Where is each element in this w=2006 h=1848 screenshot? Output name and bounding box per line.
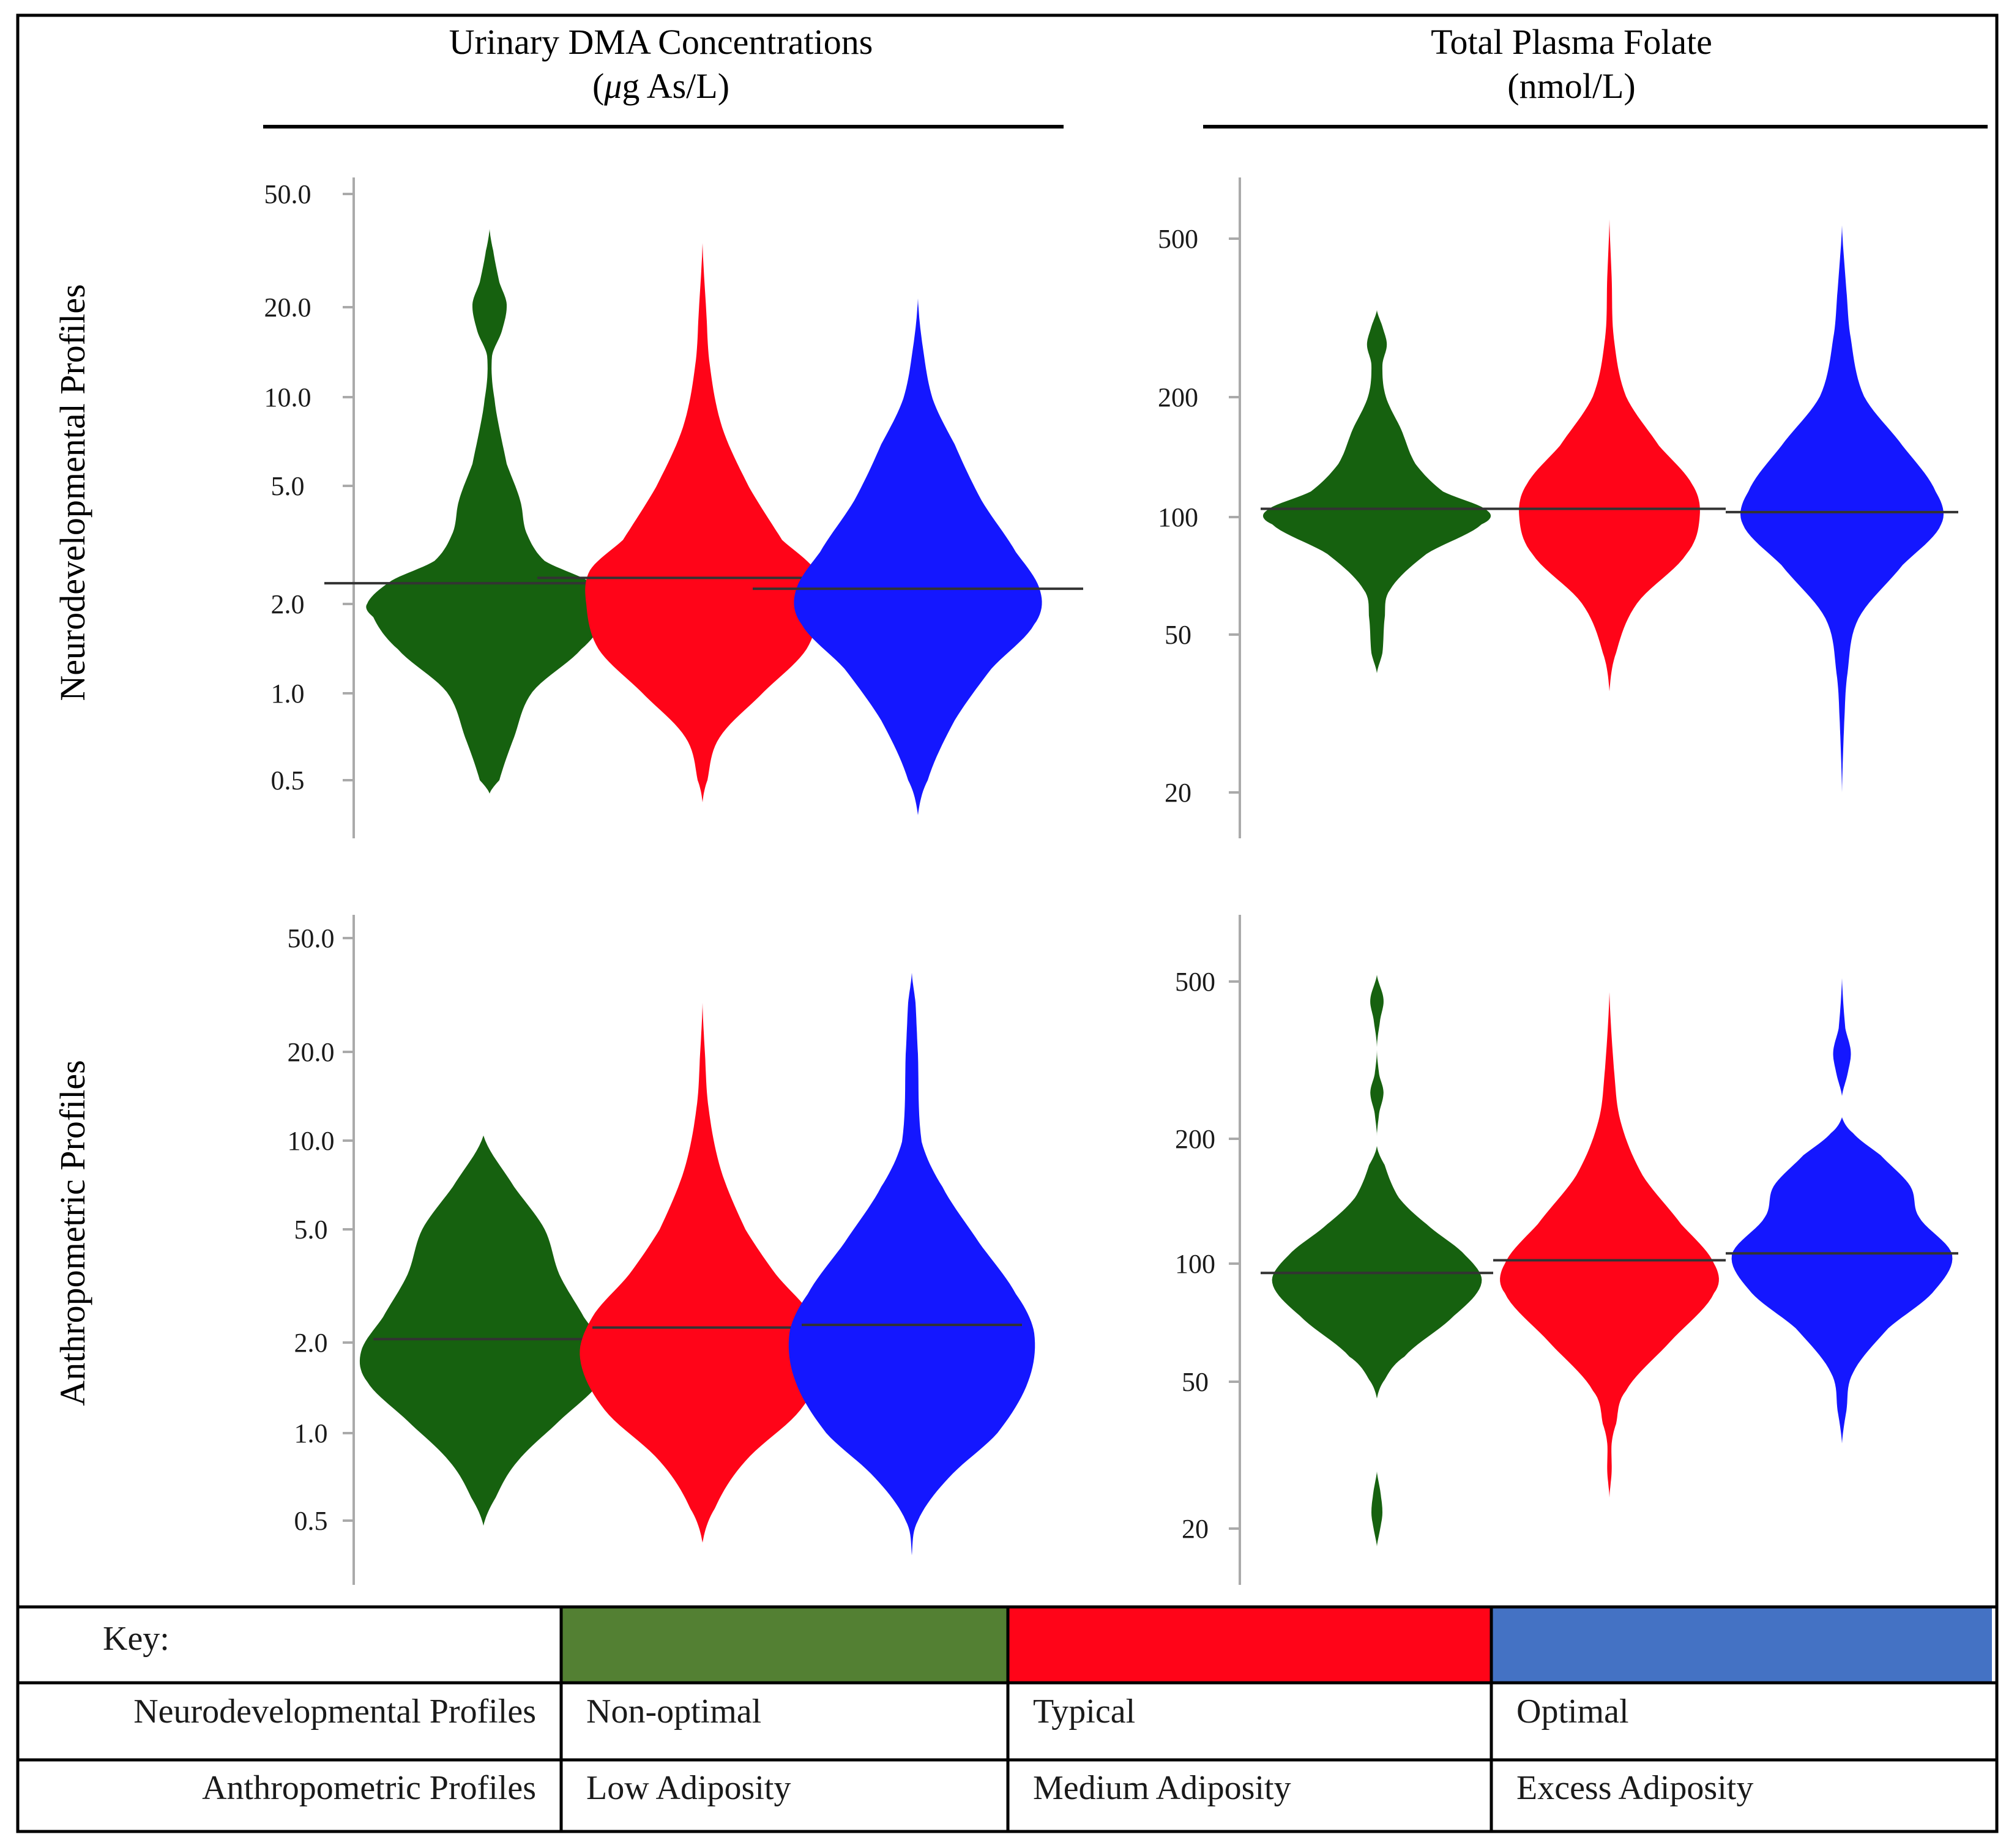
col-title-folate-line2: (nmol/L)	[1507, 66, 1635, 106]
y-tick-label: 200	[1175, 1124, 1215, 1154]
violin-excess-adiposity	[1731, 978, 1953, 1444]
y-tick-label: 1.0	[271, 679, 305, 709]
y-tick-label: 20.0	[288, 1037, 335, 1067]
y-tick-label: 500	[1175, 967, 1215, 997]
key-title: Key:	[103, 1620, 170, 1658]
panel-neuro-dma: 0.5 1.0 2.0 5.0 10.0 20.0 50.0	[264, 177, 1083, 838]
y-tick-label: 10.0	[288, 1126, 335, 1156]
key-neuro-value-1: Non-optimal	[586, 1693, 761, 1731]
col-title-dma-mu: μ	[603, 66, 622, 106]
y-tick-label: 20	[1165, 778, 1191, 808]
y-tick-label: 200	[1158, 382, 1198, 412]
violin-typical	[585, 243, 820, 803]
col-title-dma-unit: g As/L	[622, 66, 717, 106]
violin-non-optimal	[366, 229, 613, 794]
violin-optimal	[794, 298, 1042, 816]
panel-neuro-folate: 20 50 100 200 500	[1158, 177, 1958, 838]
y-tick-label: 20	[1182, 1514, 1209, 1544]
y-tick-label: 50.0	[288, 923, 335, 953]
y-tick-label: 5.0	[294, 1215, 328, 1245]
y-tick-label: 0.5	[294, 1506, 328, 1536]
y-tick-label: 1.0	[294, 1418, 328, 1448]
violin-typical	[1519, 219, 1700, 691]
key-neuro-value-2: Typical	[1033, 1693, 1135, 1731]
y-tick-label: 0.5	[271, 766, 305, 795]
key-anthro-value-3: Excess Adiposity	[1516, 1769, 1753, 1807]
y-tick-label: 500	[1158, 224, 1198, 254]
y-tick-label: 10.0	[264, 382, 311, 412]
key-row-label-neuro: Neurodevelopmental Profiles	[133, 1693, 536, 1731]
y-tick-label: 50.0	[264, 179, 311, 209]
col-title-folate-line1: Total Plasma Folate	[1431, 22, 1712, 62]
row-title-anthro: Anthropometric Profiles	[53, 1060, 92, 1406]
row-title-neuro: Neurodevelopmental Profiles	[53, 284, 92, 701]
key-anthro-value-2: Medium Adiposity	[1033, 1769, 1291, 1807]
y-tick-label: 2.0	[294, 1328, 328, 1358]
key-row-label-anthro: Anthropometric Profiles	[202, 1769, 536, 1807]
violin-optimal	[1740, 225, 1944, 792]
y-tick-label: 5.0	[271, 471, 305, 501]
violin-non-optimal	[1262, 310, 1491, 674]
violin-low-adiposity	[1272, 975, 1482, 1547]
key-neuro-value-3: Optimal	[1516, 1693, 1629, 1731]
violin-medium-adiposity	[580, 1002, 826, 1543]
violin-excess-adiposity	[788, 972, 1035, 1556]
y-tick-label: 50	[1182, 1367, 1209, 1397]
col-title-dma-line2: (μg As/L)	[592, 66, 729, 106]
y-tick-label: 100	[1175, 1249, 1215, 1279]
violin-low-adiposity	[359, 1135, 608, 1526]
key-swatch-blue	[1491, 1607, 1992, 1683]
key-table: Key: Neurodevelopmental Profiles Non-opt…	[18, 1605, 1997, 1831]
col-title-dma-line1: Urinary DMA Concentrations	[449, 22, 873, 62]
y-tick-label: 20.0	[264, 292, 311, 322]
y-tick-label: 100	[1158, 502, 1198, 532]
panel-anthro-dma: 0.5 1.0 2.0 5.0 10.0 20.0 50.0	[288, 915, 1035, 1585]
y-tick-label: 50	[1165, 620, 1191, 650]
key-swatch-green	[561, 1607, 1008, 1683]
key-anthro-value-1: Low Adiposity	[586, 1769, 791, 1807]
panel-anthro-folate: 20 50 100 200 500	[1175, 915, 1958, 1585]
key-swatch-red	[1008, 1607, 1491, 1683]
y-tick-label: 2.0	[271, 589, 305, 619]
violin-medium-adiposity	[1500, 992, 1719, 1498]
